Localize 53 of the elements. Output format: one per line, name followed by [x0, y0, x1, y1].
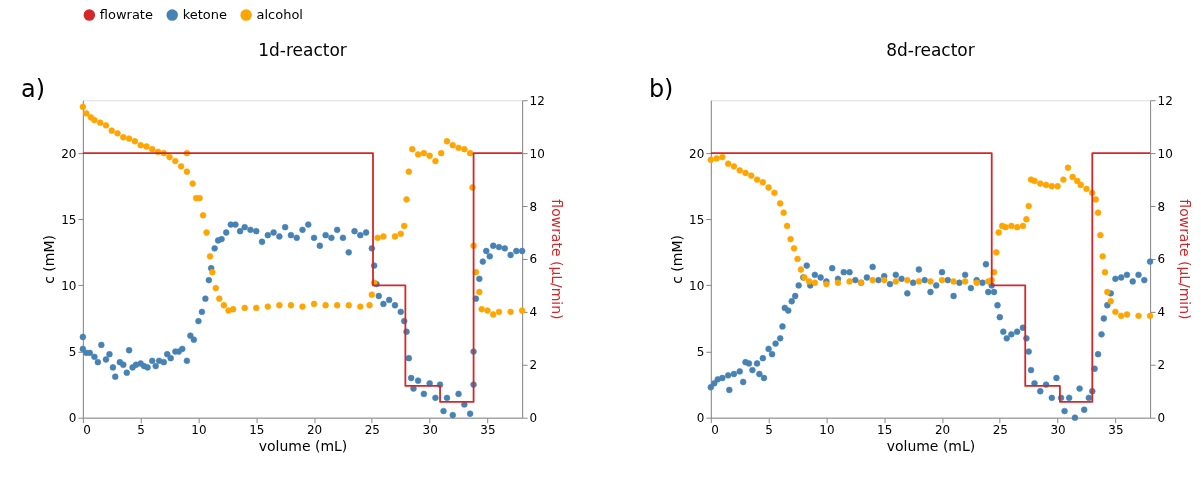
y-axis-title: c (mM) — [41, 235, 58, 284]
y2-tick-label: 0 — [1157, 411, 1166, 426]
x-tick-label: 30 — [1050, 423, 1066, 438]
y-tick-label: 5 — [68, 345, 77, 360]
y-tick-label: 15 — [61, 212, 77, 227]
y2-axis-title: flowrate (µL/min) — [1176, 199, 1193, 320]
y2-tick-label: 6 — [1157, 252, 1166, 267]
y2-tick-label: 2 — [1157, 358, 1166, 373]
x-axis-title: volume (mL) — [886, 438, 976, 455]
y-axis-title: c (mM) — [669, 235, 686, 284]
y-tick-label: 0 — [696, 411, 705, 426]
legend-label: flowrate — [99, 7, 153, 23]
y2-tick-label: 8 — [529, 199, 538, 214]
x-tick-label: 5 — [765, 423, 773, 438]
x-tick-label: 35 — [480, 423, 496, 438]
text: a) — [20, 75, 45, 104]
x-axis-title: volume (mL) — [258, 438, 348, 455]
y2-tick-label: 12 — [1157, 93, 1173, 108]
text: b) — [648, 75, 674, 104]
y2-tick-label: 6 — [529, 252, 538, 267]
y-tick-label: 0 — [68, 411, 77, 426]
y-tick-label: 10 — [61, 278, 77, 293]
y-tick-label: 20 — [689, 146, 705, 161]
chart-title: 8d-reactor — [886, 40, 975, 61]
y2-axis-title: flowrate (µL/min) — [548, 199, 565, 320]
x-tick-label: 20 — [306, 423, 323, 438]
x-tick-label: 10 — [819, 423, 835, 438]
y-tick-label: 5 — [696, 345, 705, 360]
y2-tick-label: 10 — [529, 146, 545, 161]
x-tick-label: 25 — [992, 423, 1008, 438]
x-tick-label: 0 — [83, 423, 91, 438]
chart-title: 1d-reactor — [258, 40, 347, 61]
y-tick-label: 20 — [61, 146, 77, 161]
y2-tick-label: 8 — [1157, 199, 1166, 214]
y2-tick-label: 4 — [529, 305, 538, 320]
y2-tick-label: 4 — [1157, 305, 1166, 320]
y2-tick-label: 2 — [529, 358, 538, 373]
x-tick-label: 10 — [191, 423, 207, 438]
x-tick-label: 25 — [364, 423, 380, 438]
y2-tick-label: 12 — [529, 93, 545, 108]
y-tick-label: 15 — [689, 212, 705, 227]
y2-tick-label: 0 — [529, 411, 538, 426]
x-tick-label: 20 — [934, 423, 951, 438]
x-tick-label: 15 — [877, 423, 893, 438]
x-tick-label: 35 — [1108, 423, 1124, 438]
y2-tick-label: 10 — [1157, 146, 1173, 161]
legend-label: ketone — [182, 7, 227, 23]
legend-label: alcohol — [256, 7, 303, 23]
x-tick-label: 5 — [137, 423, 145, 438]
x-tick-label: 15 — [249, 423, 265, 438]
x-tick-label: 0 — [711, 423, 719, 438]
x-tick-label: 30 — [422, 423, 438, 438]
y-tick-label: 10 — [689, 278, 705, 293]
